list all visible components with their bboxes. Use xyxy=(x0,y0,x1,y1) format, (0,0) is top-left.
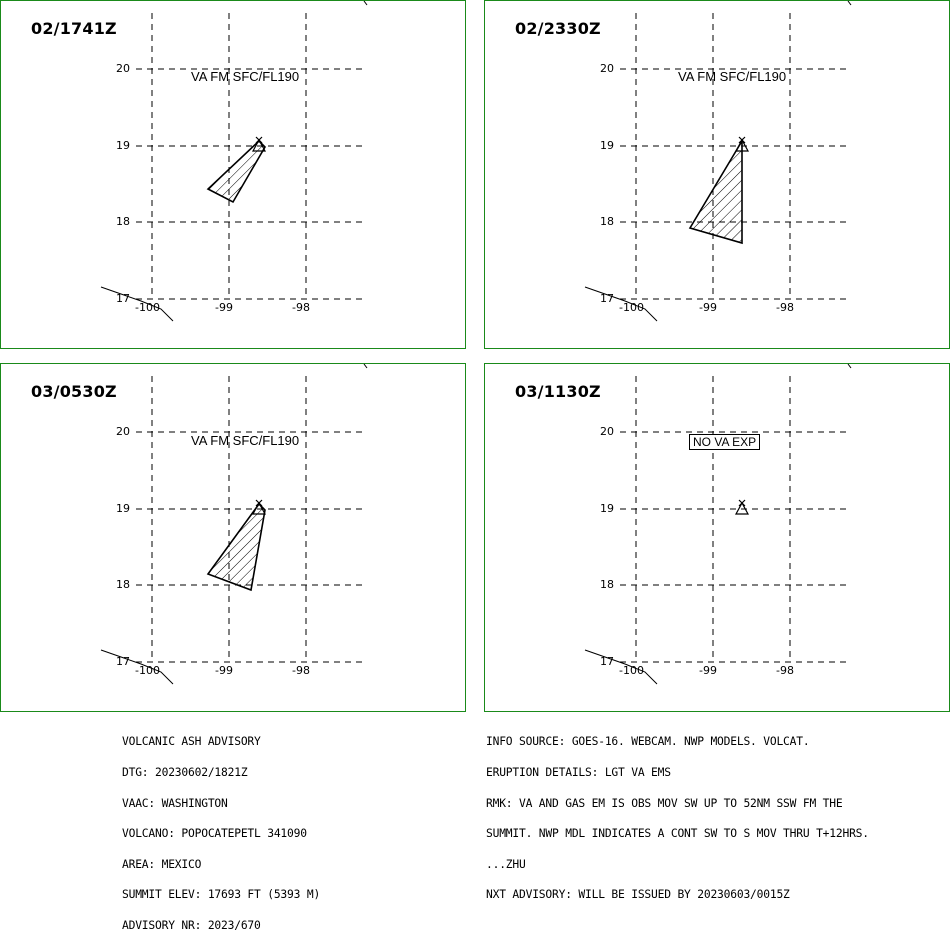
ash-polygon xyxy=(688,138,743,245)
lon-tick: -99 xyxy=(699,301,717,314)
coastline xyxy=(100,0,368,322)
panel-time: 03/0530Z xyxy=(31,382,117,401)
lat-tick: 20 xyxy=(116,62,130,75)
advisory-line: VOLCANO: POPOCATEPETL 341090 xyxy=(122,827,307,841)
lat-tick: 17 xyxy=(600,655,614,668)
lat-lon-grid xyxy=(620,376,850,663)
advisory-line: INFO SOURCE: GOES-16. WEBCAM. NWP MODELS… xyxy=(486,735,810,749)
volcano-triangle-icon xyxy=(734,136,750,152)
map-graphic xyxy=(584,363,852,685)
map-graphic xyxy=(100,0,368,322)
advisory-line: NXT ADVISORY: WILL BE ISSUED BY 20230603… xyxy=(486,888,790,902)
advisory-line: VAAC: WASHINGTON xyxy=(122,796,228,810)
panel-label: VA FM SFC/FL190 xyxy=(191,69,300,84)
lat-tick: 20 xyxy=(600,62,614,75)
lat-tick: 19 xyxy=(600,139,614,152)
lat-tick: 17 xyxy=(116,292,130,305)
lon-tick: -99 xyxy=(699,664,717,677)
lon-tick: -98 xyxy=(776,664,794,677)
advisory-line: SUMMIT. NWP MDL INDICATES A CONT SW TO S… xyxy=(486,827,869,841)
panel-time: 02/2330Z xyxy=(515,19,601,38)
panel-time: 02/1741Z xyxy=(31,19,117,38)
lat-tick: 19 xyxy=(116,502,130,515)
lat-tick: 18 xyxy=(600,578,614,591)
map-graphic xyxy=(584,0,852,322)
advisory-line: VOLCANIC ASH ADVISORY xyxy=(122,735,261,749)
advisory-header-block: VOLCANIC ASH ADVISORY DTG: 20230602/1821… xyxy=(122,717,320,941)
lat-tick: 19 xyxy=(116,139,130,152)
lat-lon-grid xyxy=(136,13,366,300)
map-panel-1: 02/1741Z VA FM SFC/FL190 20 19 18 17 -10… xyxy=(0,0,466,349)
lat-tick: 20 xyxy=(116,425,130,438)
coastline xyxy=(584,0,852,322)
volcano-triangle-icon xyxy=(734,499,750,515)
map-graphic xyxy=(100,363,368,685)
lon-tick: -100 xyxy=(135,664,160,677)
advisory-line: ADVISORY NR: 2023/670 xyxy=(122,918,261,932)
lon-tick: -98 xyxy=(776,301,794,314)
map-panel-4: 03/1130Z NO VA EXP 20 19 18 17 -100 -99 … xyxy=(484,363,950,712)
advisory-line: RMK: VA AND GAS EM IS OBS MOV SW UP TO 5… xyxy=(486,796,843,810)
lat-tick: 17 xyxy=(600,292,614,305)
lon-tick: -100 xyxy=(619,301,644,314)
ash-polygon xyxy=(206,139,267,204)
volcano-triangle-icon xyxy=(251,499,267,515)
coastline xyxy=(100,363,368,685)
advisory-remarks-block: INFO SOURCE: GOES-16. WEBCAM. NWP MODELS… xyxy=(486,717,869,911)
lat-tick: 20 xyxy=(600,425,614,438)
lat-tick: 18 xyxy=(116,215,130,228)
lon-tick: -98 xyxy=(292,664,310,677)
lat-tick: 17 xyxy=(116,655,130,668)
coastline xyxy=(584,363,852,685)
advisory-line: ...ZHU xyxy=(486,857,526,871)
lon-tick: -99 xyxy=(215,664,233,677)
advisory-line: AREA: MEXICO xyxy=(122,857,202,871)
lat-tick: 18 xyxy=(116,578,130,591)
advisory-line: DTG: 20230602/1821Z xyxy=(122,766,248,779)
lat-tick: 19 xyxy=(600,502,614,515)
volcano-triangle-icon xyxy=(251,136,267,152)
panel-label: NO VA EXP xyxy=(689,434,761,450)
map-panel-3: 03/0530Z VA FM SFC/FL190 20 19 18 17 -10… xyxy=(0,363,466,712)
panel-time: 03/1130Z xyxy=(515,382,601,401)
lat-lon-grid xyxy=(136,376,366,663)
panel-label: VA FM SFC/FL190 xyxy=(678,69,787,84)
lon-tick: -100 xyxy=(619,664,644,677)
advisory-line: SUMMIT ELEV: 17693 FT (5393 M) xyxy=(122,888,321,902)
lon-tick: -99 xyxy=(215,301,233,314)
advisory-line: ERUPTION DETAILS: LGT VA EMS xyxy=(486,766,671,779)
panel-label: VA FM SFC/FL190 xyxy=(191,433,300,448)
lat-tick: 18 xyxy=(600,215,614,228)
lon-tick: -98 xyxy=(292,301,310,314)
map-panel-2: 02/2330Z VA FM SFC/FL190 20 19 18 17 -10… xyxy=(484,0,950,349)
ash-polygon xyxy=(206,502,266,592)
lon-tick: -100 xyxy=(135,301,160,314)
